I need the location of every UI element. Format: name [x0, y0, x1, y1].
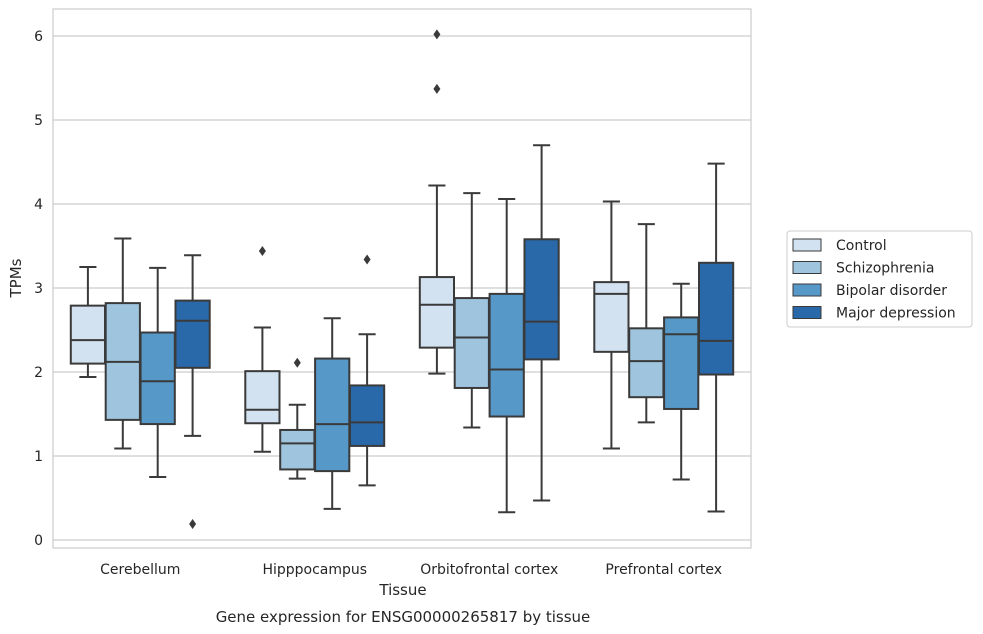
legend-swatch: [792, 306, 822, 319]
box-body: [663, 316, 700, 410]
box-body: [418, 276, 456, 349]
box-body: [697, 261, 735, 376]
box: [663, 282, 700, 481]
box-body: [628, 327, 665, 399]
box: [69, 266, 107, 379]
y-axis-label: TPMs: [7, 258, 25, 298]
series-schizophrenia: [104, 192, 665, 480]
legend-label: Control: [836, 238, 887, 254]
box: [314, 317, 351, 510]
outlier-point: [433, 83, 441, 94]
legend: Control Schizophrenia Bipolar disorder Majo…: [786, 230, 973, 328]
x-tick-label: Orbitofrontal cortex: [420, 562, 558, 578]
box: [174, 254, 211, 530]
series-major-depression: [174, 144, 735, 530]
y-tick-label: 2: [34, 365, 43, 381]
box-body: [174, 299, 211, 369]
box: [104, 237, 141, 450]
y-tick-labels: 0 1 2 3 4 5 6: [34, 29, 43, 549]
box: [628, 223, 665, 424]
legend-swatch: [792, 283, 822, 297]
box: [279, 357, 316, 480]
box: [488, 197, 525, 514]
box-body: [523, 238, 560, 361]
x-tick-label: Cerebellum: [100, 562, 180, 578]
box: [348, 254, 386, 487]
figure-caption: Gene expression for ENSG00000265817 by t…: [216, 608, 591, 626]
box: [593, 200, 630, 450]
box-body: [314, 357, 351, 473]
y-tick-label: 0: [34, 533, 43, 549]
outlier-point: [363, 254, 371, 265]
y-tick-label: 1: [34, 449, 43, 465]
box: [453, 192, 490, 429]
box: [523, 144, 560, 502]
box-body: [593, 281, 630, 353]
box-body: [139, 331, 176, 426]
series-control: [69, 29, 630, 453]
series-bipolar-disorder: [139, 197, 700, 514]
legend-swatch: [792, 261, 822, 274]
box-series: [69, 29, 735, 530]
y-tick-label: 6: [34, 29, 43, 45]
legend-label: Schizophrenia: [836, 261, 934, 277]
x-tick-label: Hipppocampus: [262, 562, 367, 578]
x-tick-label: Prefrontal cortex: [605, 562, 722, 578]
legend-items: Control Schizophrenia Bipolar disorder Majo…: [792, 238, 956, 322]
y-tick-label: 3: [34, 281, 43, 297]
box-body: [279, 428, 316, 471]
box-body: [488, 292, 525, 418]
x-axis-label: Tissue: [378, 581, 426, 599]
box-body: [244, 370, 281, 425]
box: [697, 162, 735, 513]
legend-frame: [786, 230, 973, 328]
box-body: [69, 304, 107, 365]
legend-swatch: [792, 238, 822, 252]
box-body: [453, 297, 490, 389]
outlier-point: [189, 519, 197, 530]
plot-frame: [52, 8, 752, 549]
legend-label: Major depression: [836, 306, 956, 322]
box: [418, 29, 456, 375]
outlier-point: [293, 357, 301, 368]
outlier-point: [258, 246, 266, 257]
box: [244, 246, 281, 453]
box: [139, 266, 176, 478]
x-tick-labels: Cerebellum Hipppocampus Orbitofrontal cort…: [100, 562, 722, 578]
y-tick-label: 5: [34, 113, 43, 129]
legend-label: Bipolar disorder: [836, 283, 947, 299]
box-body: [348, 384, 386, 447]
y-tick-label: 4: [34, 197, 43, 213]
outlier-point: [433, 29, 441, 40]
